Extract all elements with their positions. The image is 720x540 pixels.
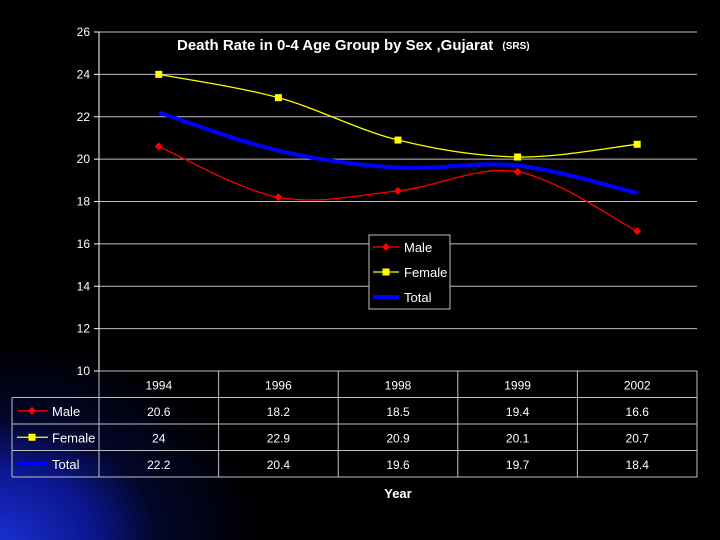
series-male [154, 142, 642, 236]
x-tick-label: 1998 [385, 378, 412, 392]
series-female [155, 70, 641, 161]
series-male-point [154, 142, 163, 151]
y-tick-label: 12 [77, 322, 91, 336]
table-row-male: Male 20.6 18.2 18.5 19.4 16.6 [17, 404, 649, 419]
table-cell: 20.7 [626, 431, 650, 445]
series-female-point [514, 153, 522, 161]
legend: Male Female Total [368, 234, 451, 310]
chart-title: Death Rate in 0-4 Age Group by Sex ,Guja… [177, 37, 530, 54]
x-axis-label: Year [384, 486, 411, 501]
table-label-female: Female [52, 430, 95, 445]
legend-marker-female [382, 268, 390, 276]
series-female-point [633, 140, 641, 148]
series-total [158, 110, 638, 195]
y-tick-label: 26 [77, 25, 91, 39]
data-table: 1994 1996 1998 1999 2002 Male 20.6 18.2 18.5 19.4… [11, 370, 698, 478]
table-label-male: Male [52, 404, 80, 419]
series-male-point [274, 193, 283, 202]
table-cell: 19.7 [506, 458, 530, 472]
legend-label-female: Female [404, 265, 447, 280]
table-cell: 20.1 [506, 431, 530, 445]
x-tick-label: 2002 [624, 378, 651, 392]
series-male-point [633, 227, 642, 236]
series-female-line [158, 73, 638, 158]
table-cell: 22.2 [147, 458, 171, 472]
series-female-point [394, 136, 402, 144]
table-cell: 18.2 [267, 405, 291, 419]
y-tick-label: 18 [77, 195, 91, 209]
x-tick-label: 1994 [145, 378, 172, 392]
series-male-point [513, 167, 522, 176]
legend-item-male: Male [373, 240, 432, 255]
table-cell: 22.9 [267, 431, 291, 445]
legend-item-female: Female [373, 265, 447, 280]
y-tick-label: 22 [77, 110, 91, 124]
table-cell: 18.5 [386, 405, 410, 419]
series-male-point [394, 186, 402, 195]
legend-label-male: Male [404, 240, 432, 255]
x-tick-label: 1999 [504, 378, 531, 392]
table-row-female: Female 24 22.9 20.9 20.1 20.7 [17, 430, 649, 445]
x-tick-label: 1996 [265, 378, 292, 392]
table-cell: 24 [152, 431, 166, 445]
table-cell: 16.6 [626, 405, 650, 419]
table-cell: 19.6 [386, 458, 410, 472]
table-label-total: Total [52, 457, 80, 472]
y-tick-label: 10 [77, 364, 91, 378]
y-tick-label: 24 [77, 67, 91, 81]
table-cell: 19.4 [506, 405, 530, 419]
y-tick-label: 14 [77, 279, 91, 293]
table-marker-female [28, 433, 36, 441]
table-cell: 20.6 [147, 405, 171, 419]
y-tick-label: 20 [77, 152, 91, 166]
series-lines [154, 70, 642, 236]
series-female-point [274, 94, 282, 102]
table-cell: 20.4 [267, 458, 291, 472]
grid-lines [99, 31, 697, 372]
legend-item-total: Total [373, 290, 432, 305]
table-row-total: Total 22.2 20.4 19.6 19.7 18.4 [17, 457, 649, 472]
legend-label-total: Total [404, 290, 432, 305]
table-marker-male [28, 406, 36, 415]
table-cell: 18.4 [626, 458, 650, 472]
chart-title-suffix: (SRS) [502, 41, 529, 52]
series-female-point [155, 70, 163, 78]
y-axis-ticks: 10 12 14 16 18 20 22 24 26 [77, 25, 100, 378]
legend-marker-male [382, 243, 390, 251]
y-tick-label: 16 [77, 237, 91, 251]
series-total-line [158, 110, 638, 195]
chart-title-main: Death Rate in 0-4 Age Group by Sex ,Guja… [177, 37, 493, 54]
table-cell: 20.9 [386, 431, 410, 445]
